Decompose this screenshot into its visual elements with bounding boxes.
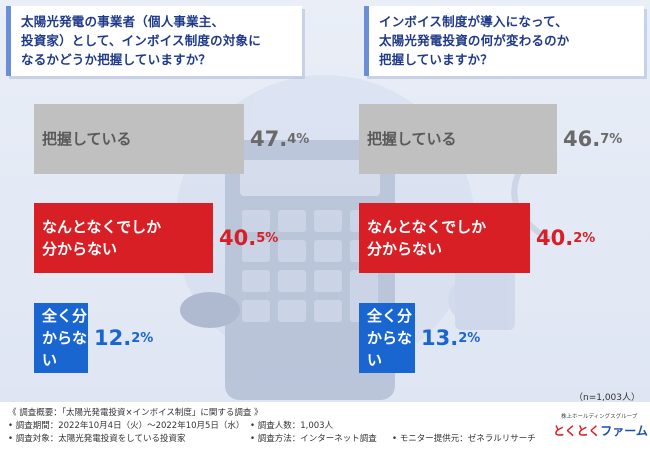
value-dec-right-1: 7% xyxy=(600,131,623,147)
value-int-left-1: 47. xyxy=(250,127,288,151)
bar-label-left-1: 把握している xyxy=(42,130,132,148)
footer: 《 調査概要：「太陽光発電投資×インボイス制度」に関する調査 》 • 調査期間：… xyxy=(0,402,650,450)
survey-period: • 調査期間：2022年10月4日（火）〜2022年10月5日（水） xyxy=(8,421,245,431)
value-int-right-1: 46. xyxy=(563,127,601,151)
value-label-left-1: 47. 4% xyxy=(250,104,309,174)
value-label-right-2: 40. 2% xyxy=(536,203,595,273)
logo-red-text: とくとく xyxy=(553,424,601,438)
bar-label-left-2: なんとなくでしか 分からない xyxy=(42,218,162,258)
bar-right-2: なんとなくでしか 分からない xyxy=(359,203,530,273)
bar-right-3: 全く分からない xyxy=(359,303,415,373)
value-dec-left-1: 4% xyxy=(287,131,310,147)
sample-size-note: （n=1,003人） xyxy=(573,393,640,403)
survey-overview: 《 調査概要：「太陽光発電投資×インボイス制度」に関する調査 》 xyxy=(8,408,263,418)
survey-count: • 調査人数：1,003人 xyxy=(250,421,334,431)
logo-blue-text: ファーム xyxy=(600,424,648,438)
value-dec-left-2: 5% xyxy=(256,230,279,246)
bar-label-left-3: 全く分からない xyxy=(42,307,88,369)
question-box-left: 太陽光発電の事業者（個人事業主、 投資家）として、インボイス制度の対象に なるか… xyxy=(6,6,302,76)
value-dec-right-2: 2% xyxy=(573,230,596,246)
bar-right-1: 把握している xyxy=(359,104,557,174)
bar-label-right-1: 把握している xyxy=(367,130,457,148)
bar-left-3: 全く分からない xyxy=(34,303,88,373)
survey-target: • 調査対象：太陽光発電投資をしている投資家 xyxy=(8,434,186,444)
value-label-left-2: 40. 5% xyxy=(219,203,278,273)
survey-method: • 調査方法：インターネット調査 xyxy=(250,434,377,444)
company-logo: とくとくファーム xyxy=(553,422,648,439)
value-int-left-2: 40. xyxy=(219,226,257,250)
question-text-left: 太陽光発電の事業者（個人事業主、 投資家）として、インボイス制度の対象に なるか… xyxy=(21,14,261,67)
value-label-right-3: 13. 2% xyxy=(421,303,480,373)
value-int-left-3: 12. xyxy=(94,326,132,350)
value-dec-left-3: 2% xyxy=(131,330,154,346)
bar-left-1: 把握している xyxy=(34,104,244,174)
bar-label-right-2: なんとなくでしか 分からない xyxy=(367,218,487,258)
logo-group-name: 株上ホールディングスグループ xyxy=(561,414,638,420)
value-int-right-2: 40. xyxy=(536,226,574,250)
bar-label-right-3: 全く分からない xyxy=(367,307,413,369)
survey-provider: • モニター提供元：ゼネラルリサーチ xyxy=(392,434,536,444)
calculator-illustration xyxy=(148,75,552,400)
question-text-right: インボイス制度が導入になって、 太陽光発電投資の何が変わるのか 把握していますか… xyxy=(379,14,570,67)
bar-left-2: なんとなくでしか 分からない xyxy=(34,203,213,273)
value-int-right-3: 13. xyxy=(421,326,459,350)
value-label-right-1: 46. 7% xyxy=(563,104,622,174)
question-box-right: インボイス制度が導入になって、 太陽光発電投資の何が変わるのか 把握していますか… xyxy=(364,6,644,76)
value-label-left-3: 12. 2% xyxy=(94,303,153,373)
value-dec-right-3: 2% xyxy=(458,330,481,346)
